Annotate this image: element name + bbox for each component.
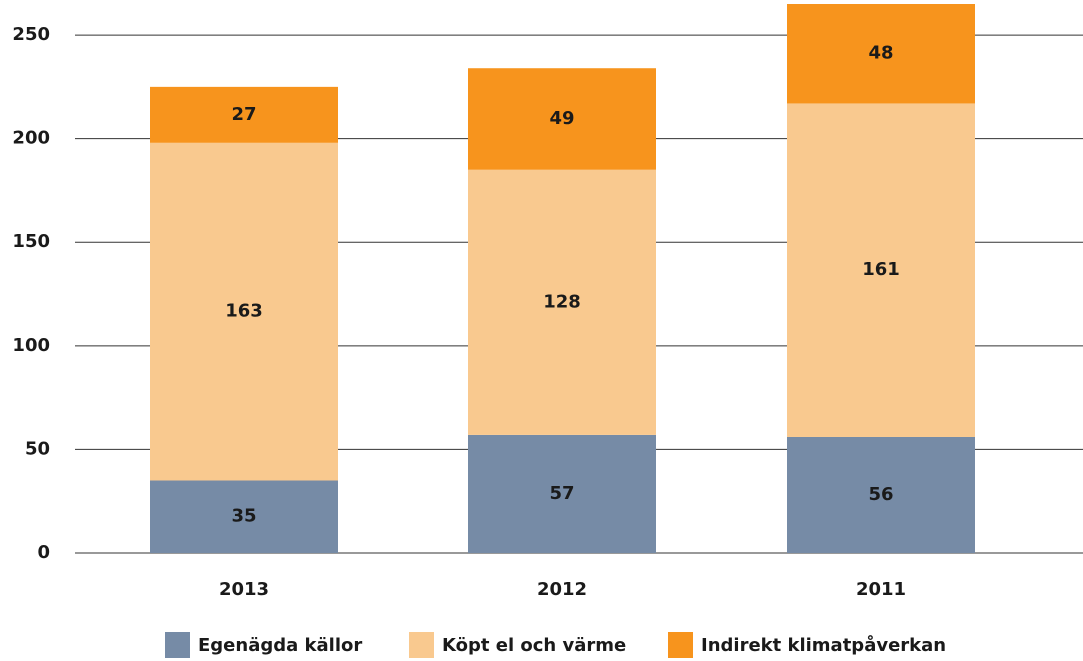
legend-swatch — [409, 632, 434, 658]
x-tick-label: 2013 — [219, 579, 269, 600]
bar-segment — [150, 480, 338, 553]
x-tick-label: 2011 — [856, 579, 906, 600]
bar-segment — [468, 434, 656, 553]
bar-segment — [468, 169, 656, 435]
bar-segment — [150, 86, 338, 143]
data-label: 49 — [549, 108, 574, 129]
data-label: 48 — [868, 43, 893, 64]
data-label: 163 — [225, 301, 263, 322]
data-label: 161 — [862, 259, 900, 280]
y-tick-label: 250 — [12, 24, 50, 45]
y-tick-label: 200 — [12, 128, 50, 149]
bar-segment — [787, 103, 975, 437]
legend-label: Indirekt klimatpåverkan — [701, 634, 946, 656]
y-tick-label: 0 — [37, 542, 50, 563]
legend-label: Egenägda källor — [198, 635, 362, 656]
data-label: 27 — [231, 104, 256, 125]
legend-swatch — [668, 632, 693, 658]
legend-label: Köpt el och värme — [442, 635, 626, 656]
bar-segment — [787, 4, 975, 104]
bar-segment — [468, 68, 656, 170]
y-tick-label: 150 — [12, 231, 50, 252]
data-label: 57 — [549, 483, 574, 504]
x-tick-label: 2012 — [537, 579, 587, 600]
y-tick-label: 50 — [25, 438, 50, 459]
data-label: 35 — [231, 506, 256, 527]
bar-segment — [150, 142, 338, 481]
legend-swatch — [165, 632, 190, 658]
data-label: 128 — [543, 291, 581, 312]
bar-segment — [787, 436, 975, 553]
y-tick-label: 100 — [12, 335, 50, 356]
data-label: 56 — [868, 484, 893, 505]
